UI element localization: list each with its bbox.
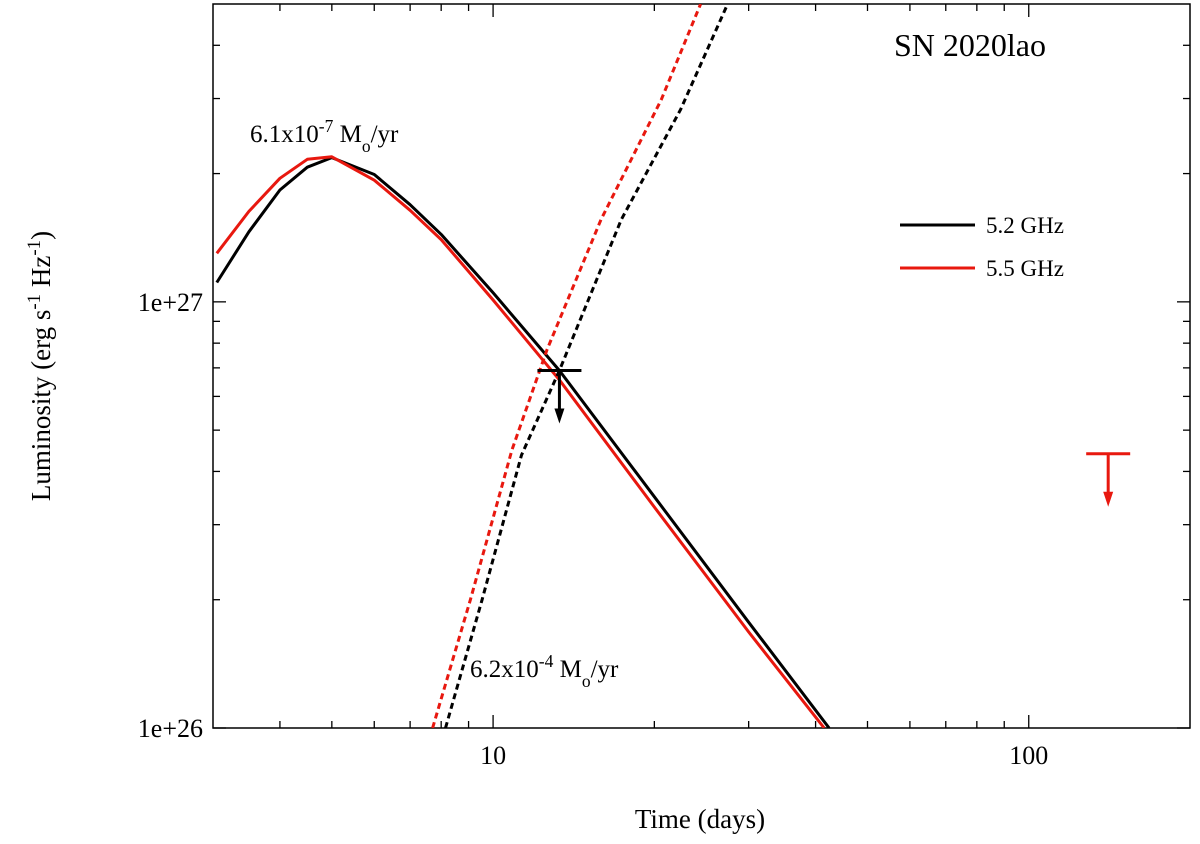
annotation-part: 6.1x10 [250,121,319,148]
annotation-part: o [582,671,591,691]
annotation-part: /yr [591,656,619,683]
annotation-part: M [553,656,581,683]
annotation-part: o [362,136,371,156]
upper-limit-arrow [1103,491,1114,507]
y-axis-label-part: -1 [24,294,45,310]
plot-area [215,4,831,728]
annotation-part: -7 [319,116,334,136]
annotation-part: M [333,121,361,148]
model-curve [215,155,826,728]
x-tick-label: 10 [480,741,506,770]
y-tick-label: 1e+27 [138,288,203,317]
model-curve [215,156,831,728]
y-axis-label-part: Hz [26,256,56,294]
annotation-part: -4 [539,651,554,671]
x-axis-label: Time (days) [635,804,765,834]
y-axis-label-part: -1 [24,240,45,256]
model-curve-dashed [444,4,729,728]
annotation: 6.1x10-7 Mo/yr [250,116,399,156]
plot-frame [212,3,1191,729]
annotation-part: /yr [371,121,399,148]
annotation-part: 6.2x10 [470,656,539,683]
legend-label: 5.2 GHz [986,213,1064,238]
legend-label: 5.5 GHz [986,256,1064,281]
chart-title: SN 2020lao [894,27,1046,63]
model-curve-dashed [431,4,702,728]
upper-limit [537,369,582,424]
upper-limit-arrow [554,408,565,424]
y-axis-label-part: ) [26,231,56,240]
y-axis-label: Luminosity (erg s-1 Hz-1) [24,231,57,501]
annotation: 6.2x10-4 Mo/yr [470,651,619,691]
upper-limit [1086,452,1131,507]
y-tick-label: 1e+26 [138,714,203,743]
x-tick-label: 100 [1009,741,1048,770]
y-axis-label-part: Luminosity (erg s [26,310,56,502]
